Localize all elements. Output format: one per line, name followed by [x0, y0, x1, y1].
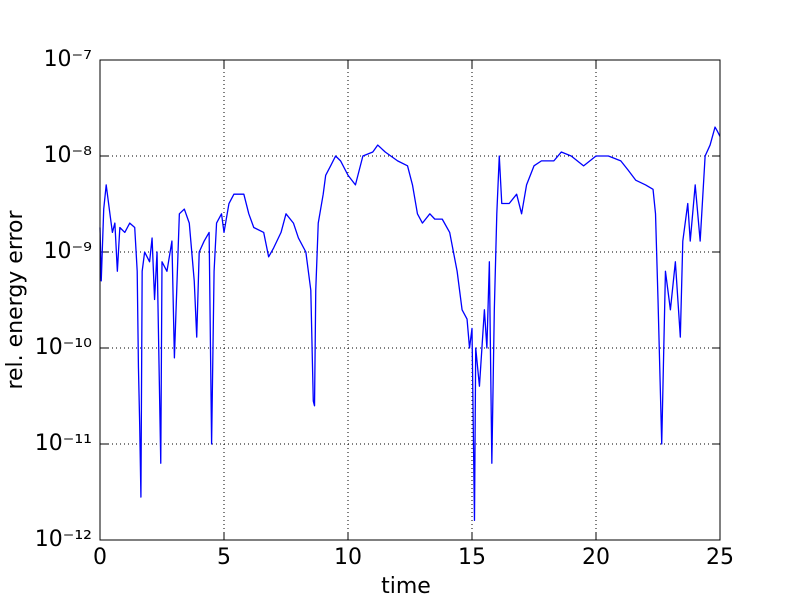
y-tick-label: 10⁻⁷: [44, 47, 92, 72]
y-tick-label: 10⁻¹¹: [35, 431, 92, 456]
x-axis-label: time: [381, 574, 431, 599]
y-axis-label: rel. energy error: [3, 209, 28, 389]
x-tick-label: 15: [458, 545, 486, 570]
y-tick-label: 10⁻¹²: [35, 527, 92, 552]
x-tick-label: 25: [706, 545, 734, 570]
y-tick-label: 10⁻⁸: [44, 143, 93, 168]
x-tick-label: 20: [582, 545, 610, 570]
y-tick-label: 10⁻⁹: [44, 239, 92, 264]
x-tick-label: 5: [217, 545, 231, 570]
data-line: [99, 126, 721, 522]
x-tick-label: 0: [93, 545, 107, 570]
x-tick-label: 10: [334, 545, 362, 570]
plot-frame: [99, 59, 721, 541]
y-tick-label: 10⁻¹⁰: [35, 335, 92, 360]
